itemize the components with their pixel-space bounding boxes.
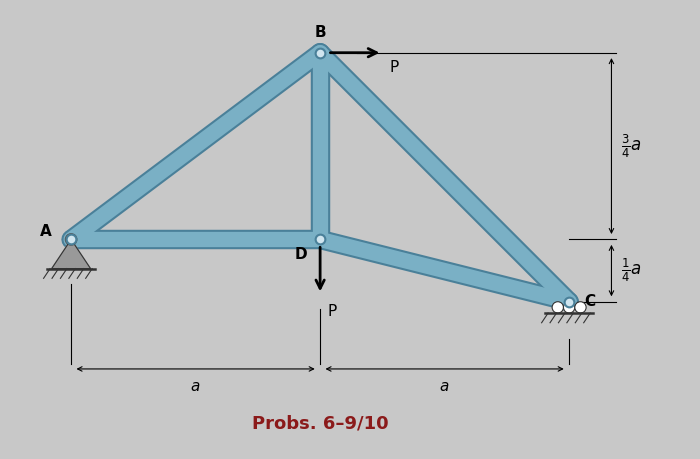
Text: D: D [295, 247, 308, 262]
Text: Probs. 6–9/10: Probs. 6–9/10 [252, 415, 389, 433]
Text: $\frac{3}{4}$$a$: $\frac{3}{4}$$a$ [622, 132, 642, 160]
Polygon shape [52, 240, 90, 269]
Text: $a$: $a$ [440, 379, 450, 394]
Circle shape [575, 302, 586, 313]
Text: B: B [314, 25, 326, 40]
Circle shape [552, 302, 564, 313]
Text: P: P [390, 60, 399, 75]
Text: C: C [584, 294, 595, 309]
Text: $\frac{1}{4}$$a$: $\frac{1}{4}$$a$ [622, 257, 642, 284]
Text: A: A [39, 224, 51, 240]
Text: P: P [328, 304, 337, 319]
Circle shape [564, 302, 575, 313]
Text: $a$: $a$ [190, 379, 201, 394]
Circle shape [65, 234, 77, 245]
